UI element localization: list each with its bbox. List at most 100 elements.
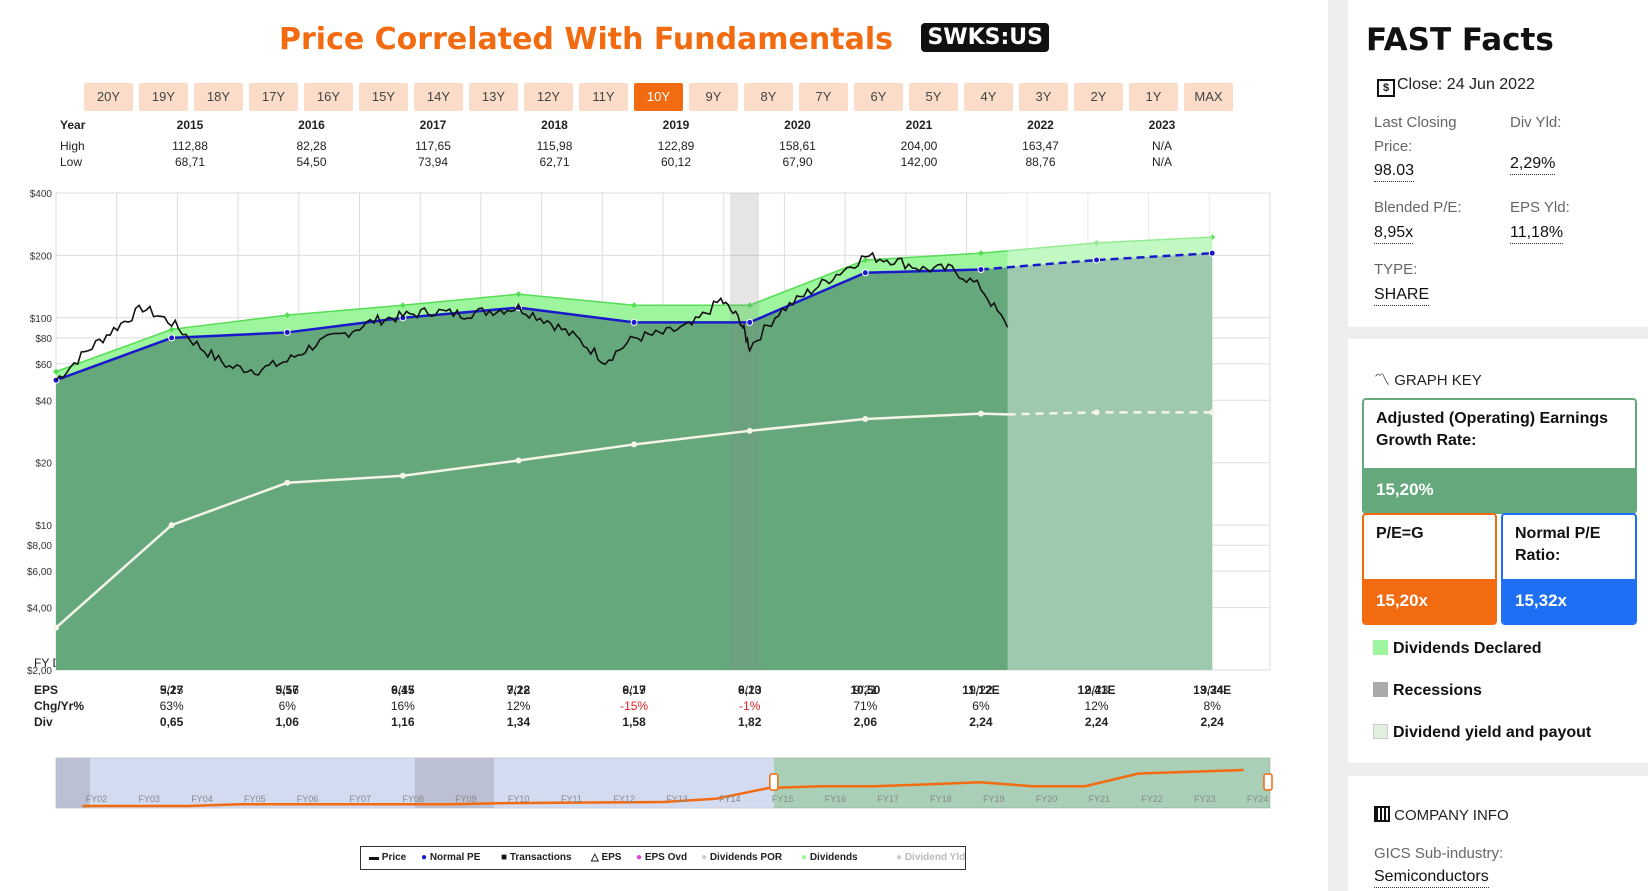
low-2020: 67,90 — [782, 155, 813, 169]
range-button-18y[interactable]: 18Y — [194, 83, 243, 111]
range-button-14y[interactable]: 14Y — [414, 83, 463, 111]
eps-point — [746, 427, 753, 434]
legend-text: EPS — [601, 852, 622, 863]
eps-point — [631, 441, 638, 448]
navigator-unselected — [56, 758, 774, 808]
navigator-fy-label: FY02 — [86, 794, 108, 804]
range-button-max[interactable]: MAX — [1184, 83, 1233, 111]
div-9/20: 1,82 — [738, 715, 762, 729]
year-col-2020: 2020 — [784, 118, 811, 132]
eps-yld-value[interactable]: 11,18% — [1510, 224, 1564, 244]
dividend-point — [284, 312, 291, 319]
eps-9/22: 11,12E — [962, 683, 1000, 697]
low-2015: 68,71 — [174, 155, 206, 169]
eps-point — [53, 624, 59, 631]
navigator-fy-label: FY07 — [350, 794, 372, 804]
eps-9/20: 6,13 — [738, 683, 762, 697]
eps-9/21: 10,50 — [850, 683, 881, 697]
range-button-10y[interactable]: 10Y — [634, 83, 683, 111]
high-2017: 117,65 — [415, 139, 451, 153]
range-button-17y[interactable]: 17Y — [249, 83, 298, 111]
eps-9/18: 7,22 — [506, 683, 531, 697]
high-2020: 158,61 — [779, 139, 816, 153]
range-button-6y[interactable]: 6Y — [854, 83, 903, 111]
legend-item-transactions[interactable]: ■ Transactions — [501, 852, 572, 863]
dividends-swatch — [1373, 640, 1388, 655]
eps-line — [55, 412, 1008, 629]
eps-point — [168, 522, 175, 529]
eps-point — [284, 479, 291, 486]
div-yld-value[interactable]: 2,29% — [1510, 155, 1556, 175]
chg-9/17: 16% — [390, 699, 415, 713]
range-button-2y[interactable]: 2Y — [1074, 83, 1123, 111]
x-tick-label: 9/22 — [969, 683, 993, 697]
chg-9/20: -1% — [739, 699, 761, 713]
low-2021: 142,00 — [900, 155, 938, 169]
range-button-5y[interactable]: 5Y — [909, 83, 958, 111]
chg-9/16: 6% — [278, 699, 296, 713]
range-button-7y[interactable]: 7Y — [799, 83, 848, 111]
graph-key-title: GRAPH KEY — [1394, 372, 1482, 389]
range-button-3y[interactable]: 3Y — [1019, 83, 1068, 111]
legend-item-dividend-yld[interactable]: ● Dividend Yld — [896, 852, 965, 863]
year-col-2022: 2022 — [1027, 118, 1054, 132]
dividend-point — [53, 368, 59, 375]
y-tick-label: $6,00 — [27, 567, 52, 578]
legend-text: Dividends POR — [709, 852, 783, 863]
type-value[interactable]: SHARE — [1374, 286, 1430, 306]
range-button-16y[interactable]: 16Y — [304, 83, 353, 111]
gics-value[interactable]: Semiconductors — [1374, 868, 1489, 888]
y-tick-label: $2,00 — [27, 666, 52, 677]
high-2021: 204,00 — [900, 139, 938, 153]
normal-pe-label: Normal P/E Ratio: — [1515, 525, 1601, 564]
range-button-20y[interactable]: 20Y — [84, 83, 133, 111]
dividend-point — [399, 302, 406, 309]
last-close-label: Last Closing Price: — [1374, 114, 1457, 155]
y-tick-label: $80 — [35, 334, 52, 345]
range-button-19y[interactable]: 19Y — [139, 83, 188, 111]
eps-9/24: 13,34E — [1193, 683, 1232, 697]
range-button-12y[interactable]: 12Y — [524, 83, 573, 111]
ticker-badge: SWKS:US — [921, 23, 1049, 52]
chart-title: Price Correlated With Fundamentals SWKS:… — [0, 22, 1328, 57]
range-button-13y[interactable]: 13Y — [469, 83, 518, 111]
range-button-1y[interactable]: 1Y — [1129, 83, 1178, 111]
legend-text: Dividend Yld — [904, 852, 966, 863]
low-2019: 60,12 — [660, 155, 692, 169]
eps-yld-label: EPS Yld: — [1510, 199, 1570, 216]
dividend-point — [862, 257, 869, 264]
low-2016: 54,50 — [296, 155, 327, 169]
y-tick-label: $20 — [35, 459, 52, 470]
last-close-value[interactable]: 98.03 — [1374, 162, 1415, 182]
range-button-8y[interactable]: 8Y — [744, 83, 793, 111]
x-tick-label: 9/18 — [507, 683, 531, 697]
eps-point — [862, 415, 869, 422]
legend-item-eps[interactable]: △ EPS — [591, 852, 621, 863]
navigator-fy-label: FY24 — [1247, 794, 1269, 804]
navigator-handle[interactable] — [1263, 773, 1273, 791]
legend-item-normal-pe[interactable]: ● Normal PE — [421, 852, 480, 863]
y-tick-label: $8,00 — [27, 541, 52, 552]
legend-item-dividends[interactable]: ● Dividends — [801, 852, 858, 863]
key-recessions: Recessions — [1373, 682, 1482, 700]
year-col-2017: 2017 — [419, 118, 447, 132]
normal-pe-point — [283, 328, 291, 336]
range-button-15y[interactable]: 15Y — [359, 83, 408, 111]
dividend-point — [1093, 239, 1100, 246]
growth-rate-box: Adjusted (Operating) Earnings Growth Rat… — [1362, 398, 1637, 514]
legend-item-dividends-por[interactable]: ● Dividends POR — [701, 852, 782, 863]
range-button-4y[interactable]: 4Y — [964, 83, 1013, 111]
legend-text: Transactions — [509, 852, 572, 863]
x-tick-label: 9/15 — [160, 683, 184, 697]
building-icon — [1374, 806, 1390, 822]
blended-pe-value[interactable]: 8,95x — [1374, 224, 1414, 244]
div-yield-swatch — [1373, 724, 1388, 739]
navigator-fy-label: FY10 — [508, 794, 530, 804]
year-col-2016: 2016 — [298, 118, 325, 132]
range-button-9y[interactable]: 9Y — [689, 83, 738, 111]
navigator-fy-label: FY06 — [297, 794, 319, 804]
navigator-handle[interactable] — [769, 773, 779, 791]
legend-item-eps-ovd[interactable]: ● EPS Ovd — [636, 852, 687, 863]
legend-item-price[interactable]: ▬ Price — [369, 852, 406, 863]
range-button-11y[interactable]: 11Y — [579, 83, 628, 111]
